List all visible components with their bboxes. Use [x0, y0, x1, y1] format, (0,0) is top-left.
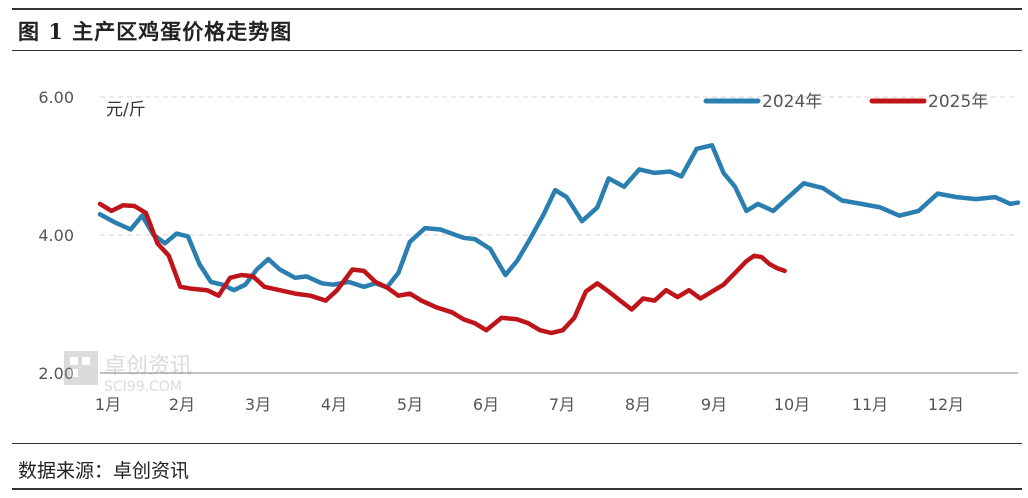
bottom-rule	[12, 488, 1022, 490]
watermark-logo: 卓创资讯 SCI99.COM	[64, 351, 192, 395]
x-tick-label: 10月	[774, 395, 810, 414]
footer-rule	[12, 443, 1022, 444]
x-tick-label: 3月	[245, 395, 271, 414]
y-tick-label: 6.00	[38, 88, 74, 107]
chart-title: 图 1 主产区鸡蛋价格走势图	[18, 19, 293, 44]
x-tick-label: 9月	[701, 395, 727, 414]
series-line-2	[97, 201, 787, 336]
legend-label: 2024年	[762, 92, 822, 112]
x-tick-label: 5月	[397, 395, 423, 414]
title-underline	[12, 50, 1022, 51]
legend-label: 2025年	[928, 92, 988, 112]
x-tick-label: 7月	[549, 395, 575, 414]
x-tick-label: 2月	[169, 395, 195, 414]
series-line-1	[97, 143, 1021, 293]
svg-text:SCI99.COM: SCI99.COM	[104, 379, 182, 395]
x-tick-label: 1月	[95, 395, 121, 414]
unit-label: 元/斤	[106, 100, 146, 120]
y-tick-label: 4.00	[38, 226, 74, 245]
x-tick-label: 4月	[321, 395, 347, 414]
x-tick-label: 12月	[928, 395, 964, 414]
x-tick-label: 6月	[473, 395, 499, 414]
x-tick-label: 11月	[852, 395, 888, 414]
series-lines	[97, 143, 1021, 336]
top-rule	[12, 8, 1022, 10]
x-tick-label: 8月	[625, 395, 651, 414]
svg-text:卓创资讯: 卓创资讯	[104, 354, 192, 379]
y-axis: 2.00 4.00 6.00	[38, 88, 74, 383]
source-note: 数据来源：卓创资讯	[18, 460, 190, 482]
legend: 2024年 2025年	[703, 92, 988, 112]
gridlines	[100, 96, 1018, 374]
x-axis: 1月 2月 3月 4月 5月 6月 7月 8月 9月 10月 11月 12月	[95, 395, 964, 414]
y-tick-label: 2.00	[38, 364, 74, 383]
